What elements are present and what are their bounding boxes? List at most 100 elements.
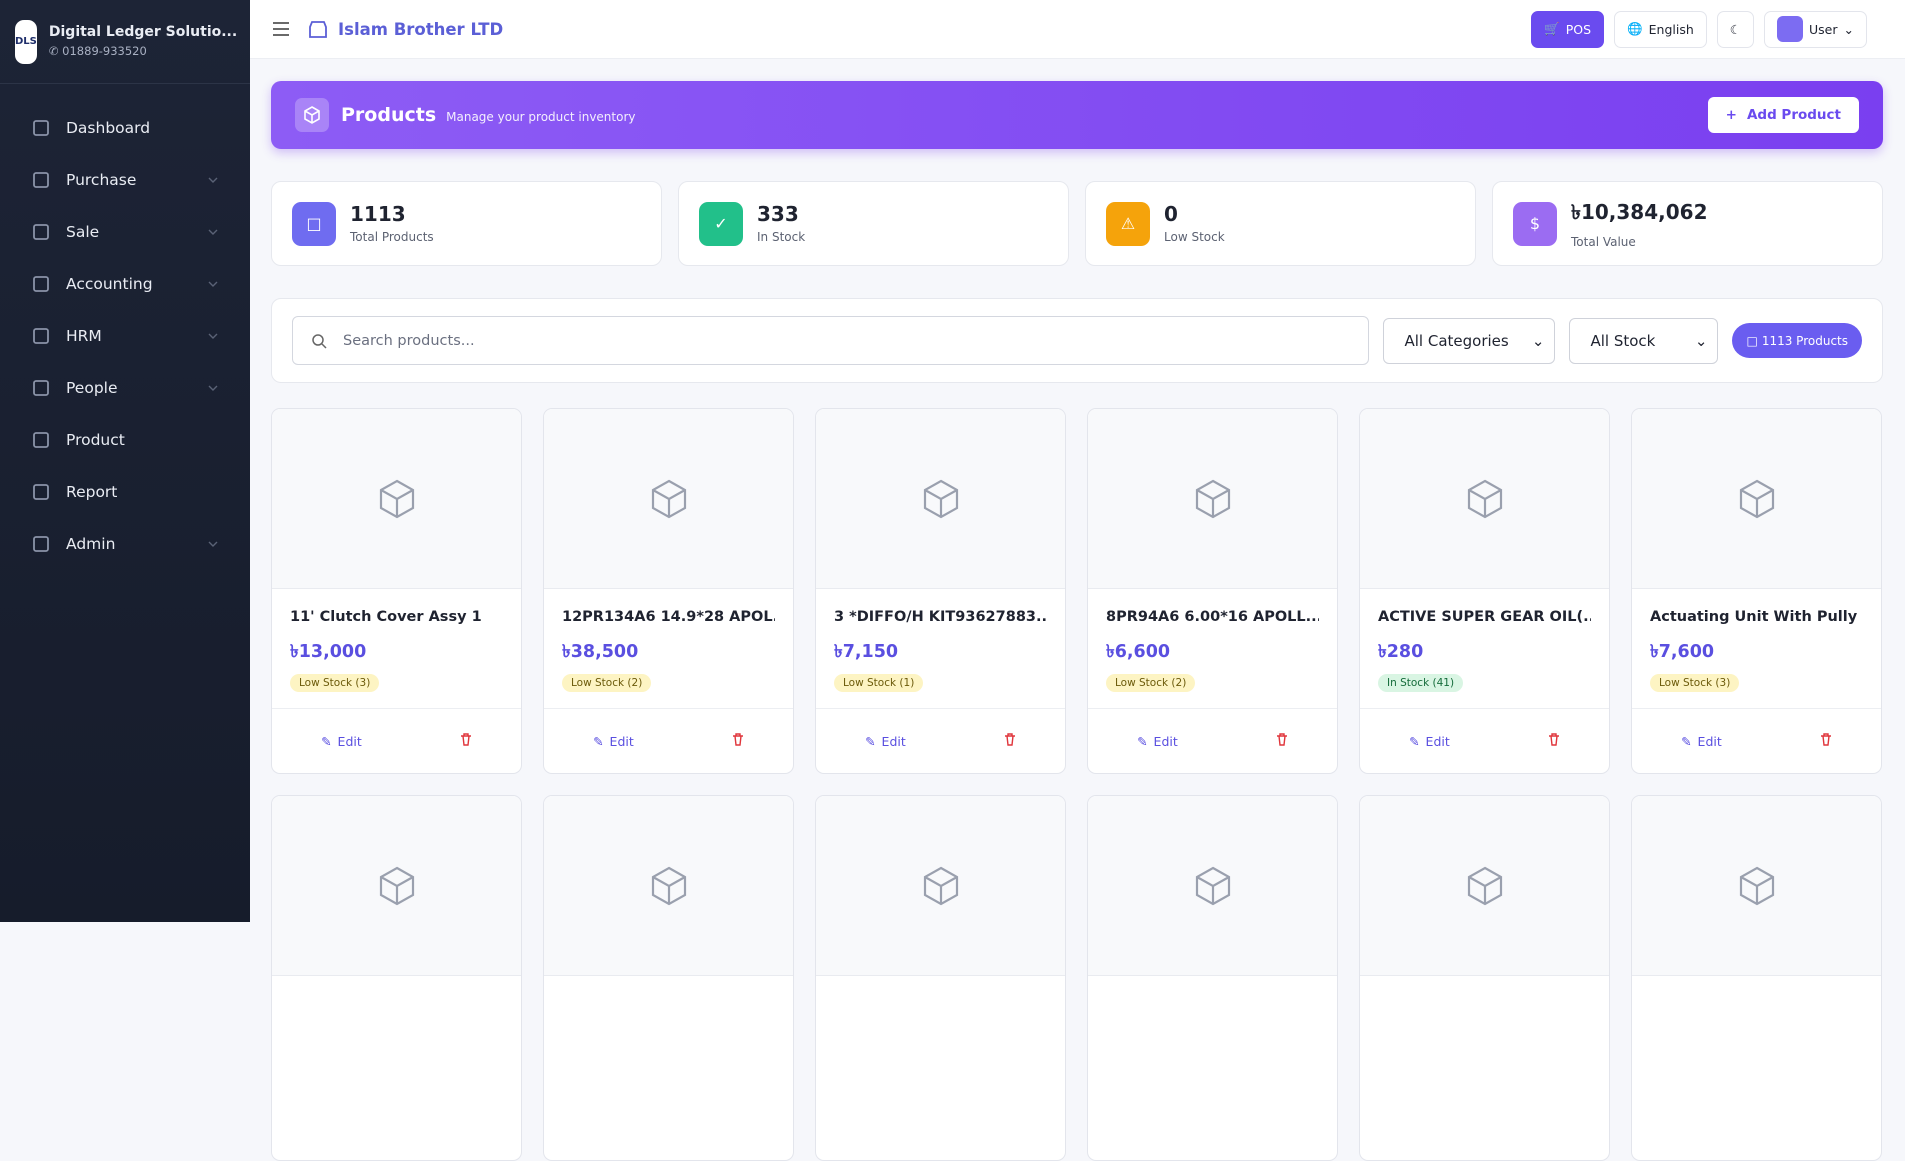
nav-label: Report bbox=[66, 483, 118, 501]
product-actions: ✎ Edit bbox=[1088, 709, 1337, 773]
product-image bbox=[816, 796, 1065, 976]
edit-label: Edit bbox=[1697, 733, 1722, 749]
nav-item[interactable]: Report bbox=[0, 466, 250, 518]
product-card bbox=[543, 795, 794, 1161]
edit-button[interactable]: ✎ Edit bbox=[321, 733, 362, 749]
product-actions: ✎ Edit bbox=[272, 709, 521, 773]
user-label: User bbox=[1809, 21, 1838, 37]
nav-item[interactable]: HRM bbox=[0, 310, 250, 362]
edit-button[interactable]: ✎ Edit bbox=[593, 733, 634, 749]
stat-icon: $ bbox=[1513, 201, 1557, 246]
delete-button[interactable] bbox=[1548, 733, 1560, 749]
logo: DLS bbox=[15, 19, 37, 64]
product-image bbox=[1632, 796, 1881, 976]
product-actions: ✎ Edit bbox=[816, 709, 1065, 773]
brand-name: Digital Ledger Solutio... bbox=[48, 24, 238, 40]
edit-button[interactable]: ✎ Edit bbox=[865, 733, 906, 749]
edit-button[interactable]: ✎ Edit bbox=[1137, 733, 1178, 749]
nav-label: Accounting bbox=[66, 275, 153, 293]
nav-item[interactable]: Sale bbox=[0, 206, 250, 258]
stock-chip: Low Stock (3) bbox=[290, 674, 380, 692]
product-price: ৳38,500 bbox=[562, 642, 639, 662]
add-product-button[interactable]: + Add Product bbox=[1707, 97, 1859, 133]
product-card: ACTIVE SUPER GEAR OIL(... ৳280 In Stock (4… bbox=[1359, 408, 1610, 774]
product-actions: ✎ Edit bbox=[1360, 709, 1609, 773]
edit-button[interactable]: ✎ Edit bbox=[1409, 733, 1450, 749]
product-card bbox=[1631, 795, 1882, 1161]
language-button[interactable]: 🌐 English bbox=[1614, 10, 1707, 48]
user-button[interactable]: User ⌄ bbox=[1764, 10, 1867, 48]
product-image bbox=[1632, 409, 1881, 589]
nav-item[interactable]: Dashboard bbox=[0, 102, 250, 154]
stock-chip: Low Stock (2) bbox=[562, 674, 652, 692]
stat-card: ⚠ 0 Low Stock bbox=[1085, 181, 1476, 266]
stat-value: 0 bbox=[1164, 202, 1178, 226]
category-select[interactable]: All Categories ⌄ bbox=[1383, 317, 1556, 364]
pos-button[interactable]: 🛒 POS bbox=[1531, 10, 1605, 48]
nav-item[interactable]: Accounting bbox=[0, 258, 250, 310]
product-card: 8PR94A6 6.00*16 APOLL... ৳6,600 Low Stock … bbox=[1087, 408, 1338, 774]
content: Products Manage your product inventory +… bbox=[271, 81, 1883, 1161]
pos-label: POS bbox=[1565, 21, 1592, 37]
product-price: ৳280 bbox=[1378, 642, 1424, 662]
stat-icon: ✓ bbox=[699, 201, 743, 246]
nav-label: Dashboard bbox=[66, 119, 151, 137]
product-card bbox=[1359, 795, 1610, 1161]
product-card bbox=[815, 795, 1066, 1161]
stat-card: $ ৳10,384,062 Total Value bbox=[1492, 181, 1883, 266]
menu-toggle[interactable] bbox=[272, 21, 290, 37]
product-image bbox=[272, 409, 521, 589]
product-info: 12PR134A6 14.9*28 APOL... ৳38,500 Low Stoc… bbox=[544, 589, 793, 709]
stat-card: ✓ 333 In Stock bbox=[678, 181, 1069, 266]
nav-item[interactable]: People bbox=[0, 362, 250, 414]
stat-label: Total Products bbox=[350, 230, 434, 244]
stat-icon: □ bbox=[292, 201, 336, 246]
stock-chip: In Stock (41) bbox=[1378, 674, 1464, 692]
stat-value: 1113 bbox=[350, 202, 406, 226]
banner-icon bbox=[295, 98, 329, 132]
stat-text: 1113 Total Products bbox=[350, 202, 434, 245]
sidebar: DLS Digital Ledger Solutio... ✆ 01889-93… bbox=[0, 0, 250, 922]
search-input[interactable]: Search products... bbox=[292, 316, 1370, 365]
language-label: English bbox=[1648, 21, 1694, 37]
product-price: ৳6,600 bbox=[1106, 642, 1171, 662]
nav-item[interactable]: Admin bbox=[0, 518, 250, 570]
nav-item[interactable]: Purchase bbox=[0, 154, 250, 206]
company-icon bbox=[309, 21, 327, 38]
product-card: 3 *DIFFO/H KIT93627883... ৳7,150 Low Stock… bbox=[815, 408, 1066, 774]
theme-button[interactable]: ☾ bbox=[1716, 10, 1755, 48]
product-card bbox=[271, 795, 522, 1161]
edit-label: Edit bbox=[881, 733, 906, 749]
top-actions: 🛒 POS 🌐 English ☾ User ⌄ bbox=[1521, 10, 1867, 48]
page-subtitle: Manage your product inventory bbox=[446, 110, 636, 124]
edit-label: Edit bbox=[337, 733, 362, 749]
nav-label: HRM bbox=[66, 327, 102, 345]
product-card: 11' Clutch Cover Assy 1 ৳13,000 Low Stock … bbox=[271, 408, 522, 774]
user-avatar bbox=[1777, 16, 1804, 42]
product-info: ACTIVE SUPER GEAR OIL(... ৳280 In Stock (4… bbox=[1360, 589, 1609, 709]
product-card: Actuating Unit With Pully ৳7,600 Low Stock… bbox=[1631, 408, 1882, 774]
delete-button[interactable] bbox=[1276, 733, 1288, 749]
product-info: Actuating Unit With Pully ৳7,600 Low Stock… bbox=[1632, 589, 1881, 709]
nav-label: Admin bbox=[66, 535, 116, 553]
company: Islam Brother LTD bbox=[308, 20, 503, 39]
delete-button[interactable] bbox=[1004, 733, 1016, 749]
nav-label: People bbox=[66, 379, 118, 397]
product-grid: 11' Clutch Cover Assy 1 ৳13,000 Low Stock … bbox=[271, 408, 1883, 1161]
nav: Dashboard Purchase Sale Accounting HRM People… bbox=[0, 84, 250, 570]
delete-button[interactable] bbox=[460, 733, 472, 749]
edit-button[interactable]: ✎ Edit bbox=[1681, 733, 1722, 749]
stock-select[interactable]: All Stock ⌄ bbox=[1569, 317, 1719, 364]
delete-button[interactable] bbox=[732, 733, 744, 749]
product-info: 11' Clutch Cover Assy 1 ৳13,000 Low Stock … bbox=[272, 589, 521, 709]
stat-label: Total Value bbox=[1571, 234, 1636, 249]
delete-button[interactable] bbox=[1820, 733, 1832, 749]
stat-card: □ 1113 Total Products bbox=[271, 181, 662, 266]
stats: □ 1113 Total Products ✓ 333 In Stock ⚠ 0 Low Sto… bbox=[271, 181, 1883, 266]
brand-text: Digital Ledger Solutio... ✆ 01889-933520 bbox=[49, 24, 237, 59]
nav-item[interactable]: Product bbox=[0, 414, 250, 466]
product-price: ৳7,150 bbox=[834, 642, 899, 662]
page-banner: Products Manage your product inventory +… bbox=[271, 81, 1883, 149]
product-name: 8PR94A6 6.00*16 APOLL... bbox=[1106, 609, 1319, 625]
